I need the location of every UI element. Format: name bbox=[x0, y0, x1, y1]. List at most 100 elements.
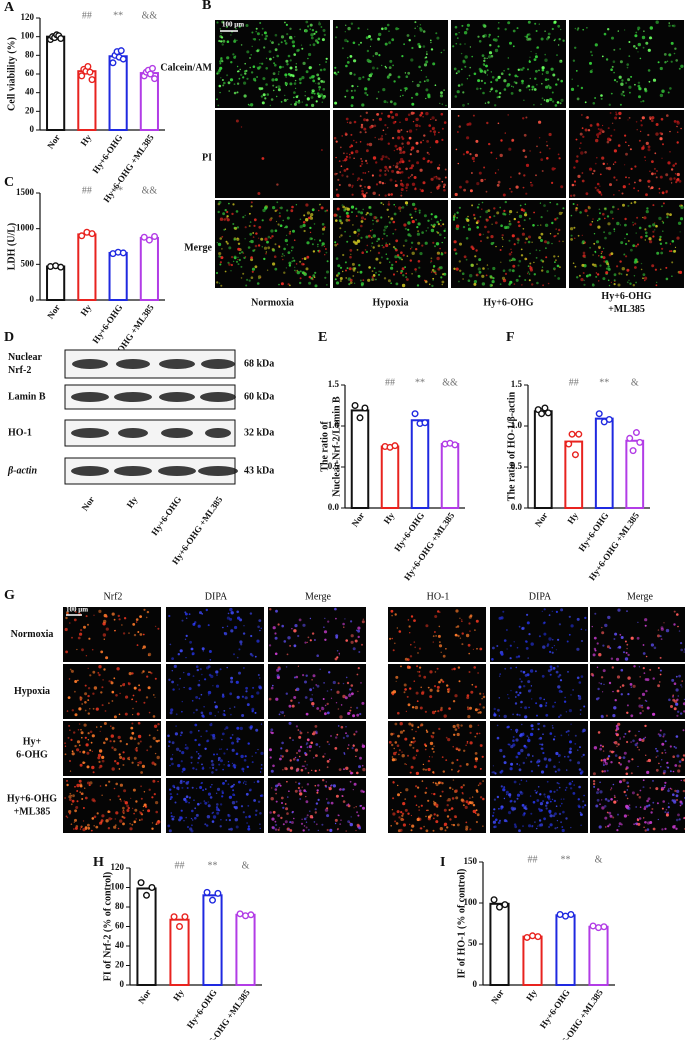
cell bbox=[77, 636, 81, 640]
cell bbox=[437, 231, 440, 234]
cell bbox=[377, 237, 381, 241]
cell bbox=[596, 122, 599, 126]
cell bbox=[200, 735, 202, 738]
cell bbox=[335, 794, 339, 798]
cell bbox=[74, 818, 77, 822]
cell bbox=[430, 271, 433, 273]
cell bbox=[229, 827, 233, 831]
cell bbox=[530, 685, 533, 687]
cell bbox=[582, 254, 586, 258]
cell bbox=[339, 788, 342, 791]
cell bbox=[467, 706, 469, 708]
cell bbox=[608, 811, 612, 815]
cell bbox=[455, 626, 458, 629]
cell bbox=[233, 255, 237, 259]
cell bbox=[335, 140, 338, 143]
cell bbox=[415, 771, 419, 776]
cell bbox=[89, 730, 93, 734]
cell bbox=[362, 806, 365, 810]
cell bbox=[377, 244, 381, 248]
cell bbox=[419, 666, 422, 669]
cell bbox=[482, 797, 485, 801]
cell bbox=[335, 188, 338, 191]
cell bbox=[139, 819, 141, 821]
cell bbox=[500, 139, 503, 142]
cell bbox=[414, 210, 417, 213]
image-background bbox=[166, 778, 264, 833]
cell bbox=[562, 240, 564, 243]
cell bbox=[420, 804, 423, 807]
cell bbox=[264, 206, 268, 210]
cell bbox=[362, 76, 365, 79]
cell bbox=[652, 712, 656, 716]
cell bbox=[66, 779, 68, 782]
cell bbox=[410, 765, 414, 769]
cell bbox=[404, 688, 407, 691]
cell bbox=[559, 714, 562, 717]
cell bbox=[137, 734, 142, 739]
cell bbox=[119, 740, 122, 743]
cell bbox=[627, 760, 631, 763]
column-label: Hy+6-OHG bbox=[601, 291, 651, 302]
cell bbox=[391, 169, 395, 173]
cell bbox=[326, 702, 329, 706]
cell bbox=[127, 806, 130, 810]
cell bbox=[236, 737, 240, 741]
cell bbox=[571, 78, 573, 80]
cell bbox=[467, 279, 471, 283]
cell bbox=[509, 644, 512, 647]
cell bbox=[281, 624, 285, 628]
cell bbox=[527, 657, 529, 659]
cell bbox=[673, 610, 676, 613]
cell bbox=[613, 279, 616, 282]
cell bbox=[653, 646, 657, 650]
cell bbox=[181, 751, 185, 755]
cell bbox=[416, 226, 419, 229]
cell bbox=[243, 759, 247, 762]
cell bbox=[410, 173, 414, 177]
cell bbox=[111, 700, 114, 702]
cell bbox=[659, 175, 663, 179]
cell bbox=[508, 73, 511, 76]
cell bbox=[73, 821, 76, 823]
cell bbox=[281, 253, 284, 255]
cell bbox=[240, 643, 243, 646]
cell bbox=[228, 828, 231, 831]
cell bbox=[306, 738, 309, 741]
cell bbox=[477, 79, 481, 83]
cell bbox=[509, 41, 512, 45]
cell bbox=[139, 740, 142, 743]
cell bbox=[476, 206, 480, 209]
cell bbox=[350, 253, 352, 255]
cell bbox=[606, 262, 609, 266]
cell bbox=[536, 145, 538, 148]
cell bbox=[247, 246, 251, 249]
cell bbox=[459, 617, 461, 619]
cell bbox=[431, 127, 435, 131]
cell bbox=[270, 728, 274, 732]
cell bbox=[303, 257, 307, 260]
cell bbox=[400, 194, 403, 197]
cell bbox=[391, 115, 395, 119]
y-tick-label: 60 bbox=[25, 68, 35, 78]
cell bbox=[548, 809, 552, 813]
cell bbox=[636, 742, 639, 744]
cell bbox=[195, 768, 198, 771]
cell bbox=[603, 764, 605, 766]
cell bbox=[565, 786, 568, 789]
cell bbox=[453, 667, 456, 671]
cell bbox=[212, 736, 216, 740]
cell bbox=[146, 610, 150, 614]
cell bbox=[142, 633, 145, 636]
cell bbox=[580, 628, 583, 631]
cell bbox=[325, 57, 328, 60]
cell bbox=[441, 241, 443, 244]
cell bbox=[404, 737, 408, 741]
cell bbox=[249, 103, 254, 107]
cell bbox=[610, 281, 613, 283]
cell bbox=[400, 170, 404, 174]
cell bbox=[274, 229, 278, 232]
cell bbox=[371, 278, 374, 281]
cell bbox=[349, 278, 353, 282]
cell bbox=[400, 791, 402, 794]
